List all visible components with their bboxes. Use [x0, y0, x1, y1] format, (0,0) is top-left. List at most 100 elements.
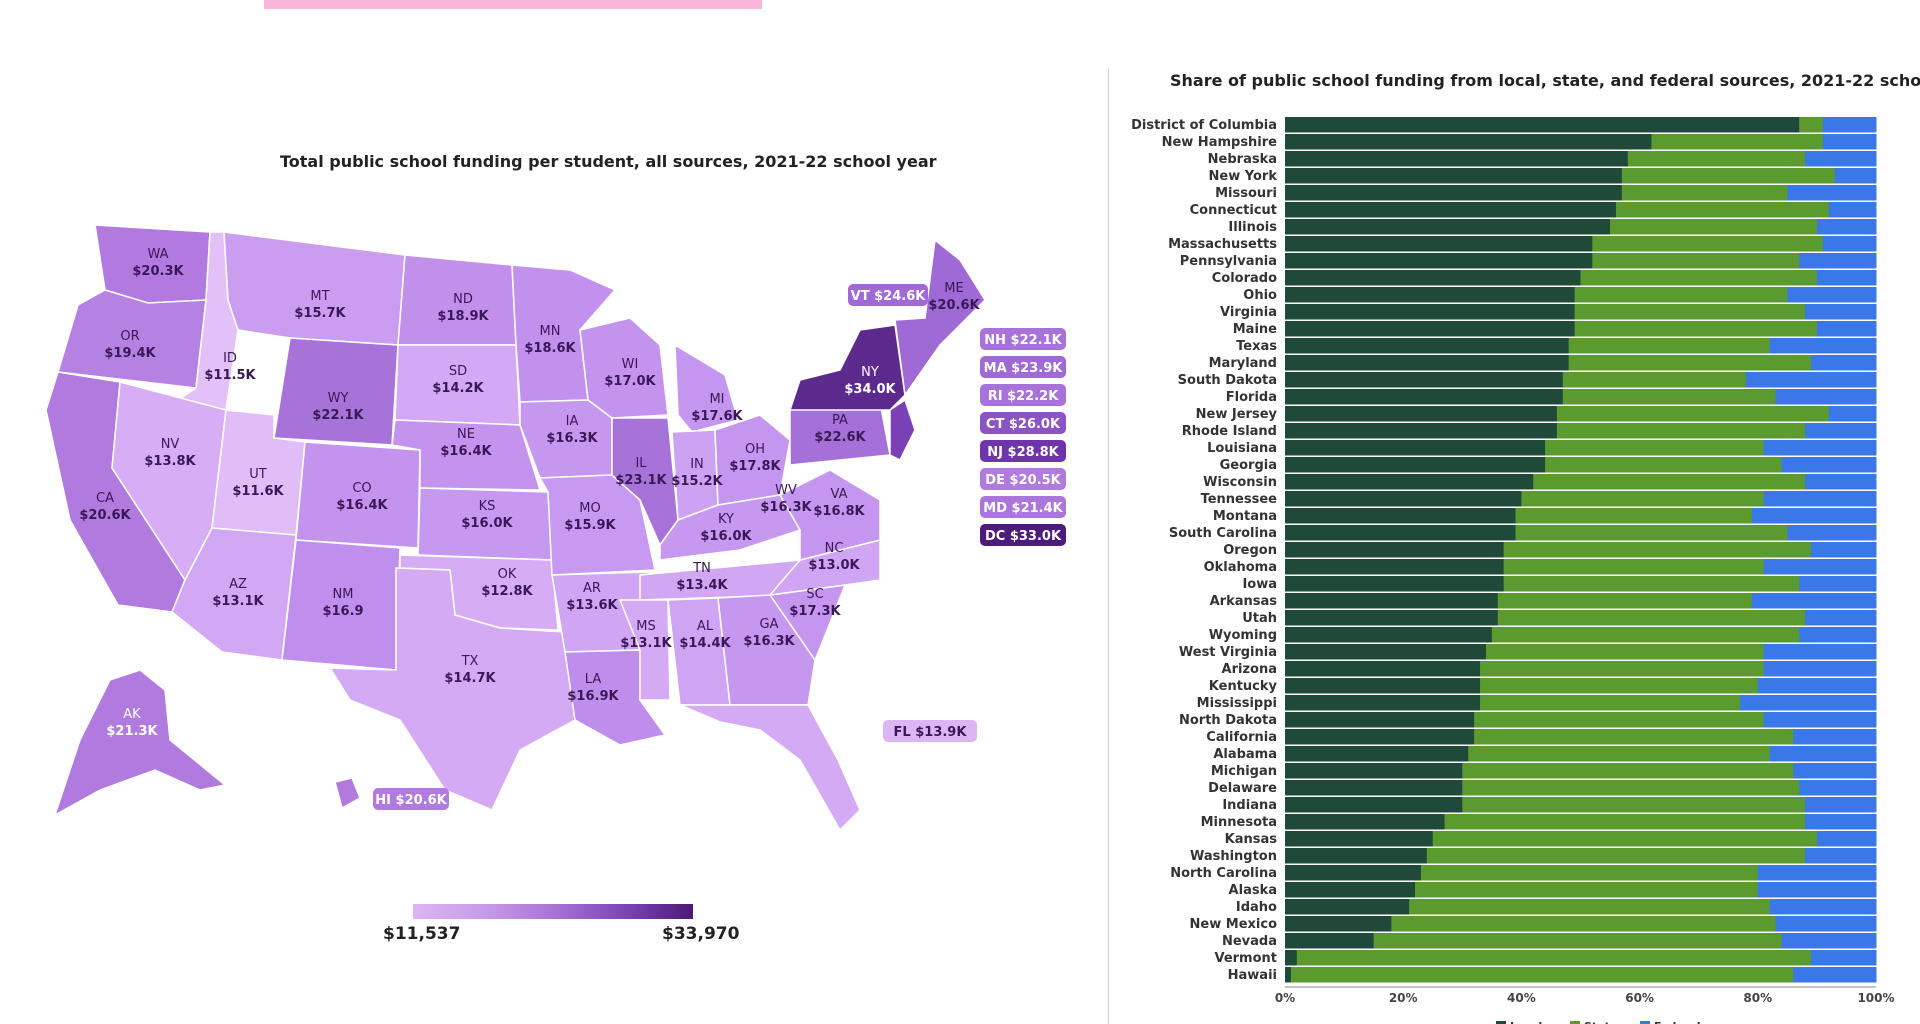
category-label: Oregon: [1223, 543, 1277, 558]
bar-federal-26: [1763, 559, 1877, 575]
bar-local-42: [1285, 831, 1434, 847]
bar-local-40: [1285, 797, 1463, 813]
us-map: WA $20.3K OR $19.4K CA $20.6K ID $11.5K NV $13.8K…: [45, 224, 1066, 832]
state-abbr-CA: CA: [96, 491, 114, 506]
bar-local-23: [1285, 508, 1516, 524]
state-shape-TX: [328, 567, 576, 811]
bar-state-43: [1426, 848, 1806, 864]
bar-local-47: [1285, 916, 1392, 932]
bar-state-48: [1373, 933, 1782, 949]
bar-federal-6: [1816, 219, 1877, 235]
bar-state-39: [1462, 780, 1800, 796]
bar-federal-42: [1816, 831, 1877, 847]
callout-pill-CT: [980, 412, 1066, 434]
bar-federal-50: [1793, 967, 1877, 983]
bar-state-0: [1799, 117, 1824, 133]
bar-federal-1: [1822, 134, 1877, 150]
state-value-OK: $12.8K: [481, 584, 533, 599]
callout-text-HI: HI $20.6K: [375, 793, 447, 808]
state-abbr-UT: UT: [249, 467, 267, 482]
bar-federal-33: [1757, 678, 1877, 694]
map-color-legend: [413, 904, 693, 919]
legend-swatch-federal: [1640, 1021, 1650, 1024]
bar-state-50: [1290, 967, 1794, 983]
bar-state-20: [1545, 457, 1782, 473]
category-label: Vermont: [1214, 951, 1277, 966]
state-abbr-IA: IA: [566, 414, 579, 429]
bar-federal-8: [1799, 253, 1877, 269]
bar-local-35: [1285, 712, 1475, 728]
bar-local-15: [1285, 372, 1564, 388]
bar-federal-18: [1805, 423, 1877, 439]
bar-federal-45: [1757, 882, 1877, 898]
bar-federal-11: [1805, 304, 1877, 320]
bar-local-17: [1285, 406, 1558, 422]
bar-federal-17: [1828, 406, 1877, 422]
state-value-VA: $16.8K: [813, 504, 865, 519]
category-label: District of Columbia: [1131, 118, 1277, 133]
bar-federal-43: [1805, 848, 1877, 864]
callout-text-NJ: NJ $28.8K: [987, 445, 1059, 460]
bar-federal-36: [1793, 729, 1877, 745]
state-value-OH: $17.8K: [729, 459, 781, 474]
bar-federal-15: [1745, 372, 1877, 388]
bar-state-47: [1391, 916, 1777, 932]
state-abbr-VA: VA: [831, 487, 848, 502]
bar-local-12: [1285, 321, 1576, 337]
bar-local-10: [1285, 287, 1576, 303]
category-label: Nebraska: [1208, 152, 1277, 167]
state-abbr-LA: LA: [585, 672, 602, 687]
state-value-IL: $23.1K: [615, 473, 667, 488]
bar-state-41: [1444, 814, 1806, 830]
state-abbr-SC: SC: [806, 587, 823, 602]
category-label: Arkansas: [1210, 594, 1278, 609]
panel-divider: [1108, 68, 1109, 1024]
bar-federal-21: [1805, 474, 1877, 490]
state-abbr-TN: TN: [692, 561, 711, 576]
bar-local-46: [1285, 899, 1410, 915]
bar-state-44: [1420, 865, 1759, 881]
bar-state-16: [1562, 389, 1777, 405]
state-shape-HI: [334, 777, 361, 810]
bar-local-1: [1285, 134, 1652, 150]
map-callouts: FL $13.9K VT $24.6K NH $22.1K MA $23.9K RI $…: [373, 284, 1066, 810]
bar-state-49: [1296, 950, 1812, 966]
state-value-KY: $16.0K: [700, 529, 752, 544]
bar-local-49: [1285, 950, 1298, 966]
bar-local-22: [1285, 491, 1522, 507]
x-tick-label: 40%: [1507, 991, 1536, 1005]
category-label: Wyoming: [1209, 628, 1277, 643]
bar-state-32: [1480, 661, 1765, 677]
category-label: New York: [1209, 169, 1278, 184]
category-label: Oklahoma: [1204, 560, 1277, 575]
legend-max-value: $33,970: [662, 924, 740, 944]
state-abbr-AK: AK: [123, 707, 141, 722]
category-label: New Hampshire: [1162, 135, 1278, 150]
category-label: Michigan: [1211, 764, 1277, 779]
bar-federal-46: [1769, 899, 1877, 915]
state-abbr-SD: SD: [449, 364, 467, 379]
bar-federal-2: [1805, 151, 1877, 167]
bar-local-9: [1285, 270, 1581, 286]
legend-swatch-state: [1570, 1021, 1580, 1024]
bar-chart-title: Share of public school funding from loca…: [1170, 71, 1920, 90]
callout-pill-MA: [980, 356, 1066, 378]
state-value-NM: $16.9: [322, 604, 363, 619]
category-label: Tennessee: [1201, 492, 1278, 507]
state-abbr-NV: NV: [161, 437, 180, 452]
bar-federal-19: [1763, 440, 1877, 456]
bar-state-27: [1503, 576, 1800, 592]
state-value-NC: $13.0K: [808, 558, 860, 573]
state-abbr-AZ: AZ: [229, 577, 247, 592]
legend-swatch-local: [1496, 1021, 1506, 1024]
state-value-GA: $16.3K: [743, 634, 795, 649]
bar-local-29: [1285, 610, 1499, 626]
bar-local-39: [1285, 780, 1463, 796]
bar-federal-27: [1799, 576, 1877, 592]
bar-federal-16: [1775, 389, 1877, 405]
category-label: Alabama: [1213, 747, 1277, 762]
category-label: Washington: [1190, 849, 1277, 864]
bar-local-6: [1285, 219, 1611, 235]
callout-pill-DC: [980, 524, 1066, 546]
state-value-AK: $21.3K: [106, 724, 158, 739]
